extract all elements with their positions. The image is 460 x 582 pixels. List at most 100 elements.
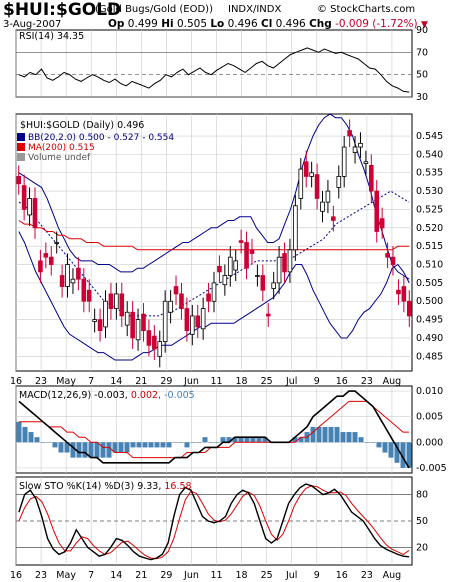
rsi-tick-label: 50 [416,70,428,81]
macd-histogram-bar [28,432,34,443]
bb-legend: BB(20,2.0) 0.500 - 0.527 - 0.554 [28,133,174,143]
candle-body [81,278,87,302]
candle-body [293,205,298,251]
macd-histogram-bar [88,442,94,458]
macd-histogram-bar [136,442,142,448]
date-tick-label: Aug [383,376,402,387]
candle-body [227,256,233,276]
candle-body [255,275,260,277]
sto-tick-label: 20 [416,542,428,553]
macd-histogram-bar [262,437,268,443]
macd-histogram-bar [214,442,220,443]
chg-label: Chg [309,18,332,30]
date-tick-label: 14 [110,570,122,581]
macd-histogram-bar [94,442,100,458]
candle-body [97,319,103,332]
macd-histogram-bar [370,442,376,443]
macd-histogram-bar [178,442,184,443]
price-tick-label: 0.530 [416,186,443,197]
candle-body [401,286,407,302]
macd-histogram-bar [226,437,232,443]
chart-exchange: INDX/INDX [228,4,282,15]
candle-body [21,185,27,210]
macd-histogram-bar [100,442,106,458]
macd-histogram-bar [256,437,262,443]
macd-histogram-bar [208,442,214,443]
price-tick-label: 0.510 [416,260,443,271]
close-label: Cl [261,18,273,30]
macd-histogram-bar [346,432,352,443]
date-tick-label: 23 [35,376,47,387]
candle-body [103,300,108,328]
date-tick-label: 23 [361,376,373,387]
macd-tick-label: 0.010 [416,386,443,397]
sto-k-line [18,483,410,561]
candle-body [70,278,76,284]
date-tick-label: 16 [336,570,348,581]
low-label: Lo [210,18,225,30]
candle-body [43,253,49,258]
macd-histogram-bar [166,442,172,448]
candle-body [38,260,43,273]
price-tick-label: 0.515 [416,241,443,252]
macd-histogram-bar [52,442,58,448]
candle-body [141,313,146,332]
candle-body [59,275,65,287]
price-tick-label: 0.490 [416,333,443,344]
macd-histogram-bar [250,437,256,443]
date-tick-label: 23 [361,570,373,581]
macd-histogram-bar [124,442,130,453]
macd-tick-label: -0.005 [416,463,447,474]
price-tick-label: 0.485 [416,351,443,362]
macd-histogram-bar [34,437,40,443]
candle-body [249,249,255,254]
date-tick-label: 25 [261,376,273,387]
macd-histogram-bar [238,437,244,443]
candle-body [363,161,369,164]
macd-histogram-bar [322,426,328,443]
volume-legend: Volume undef [28,153,91,163]
candle-body [347,130,352,137]
candle-body [206,293,211,302]
date-tick-label: Jul [285,570,297,581]
date-tick-label: Jun [183,376,199,387]
candle-body [238,240,244,243]
macd-histogram-bar [76,442,82,458]
date-tick-label: 9 [314,376,320,387]
candle-body [260,275,266,291]
high-value: 0.505 [176,18,207,30]
candle-body [276,256,282,284]
date-tick-label: 16 [10,570,22,581]
candle-body [54,242,59,244]
macd-line [18,390,410,469]
low-value: 0.496 [227,18,258,30]
candle-body [157,341,163,357]
macd-histogram-bar [58,442,64,453]
candle-body [396,289,401,295]
date-tick-label: 23 [35,570,47,581]
price-tick-label: 0.540 [416,149,443,160]
macd-histogram-bar [394,442,400,463]
candle-body [325,190,331,203]
bb-lower-line [18,231,410,361]
candle-body [168,300,173,313]
date-tick-label: May [56,570,76,581]
macd-histogram-bar [82,442,88,458]
date-tick-label: 11 [210,570,222,581]
candle-body [385,253,390,258]
candle-body [374,190,380,232]
candle-body [369,164,374,192]
macd-histogram-bar [16,421,22,443]
candle-body [173,286,179,295]
macd-histogram-bar [118,442,124,453]
date-tick-label: May [56,376,76,387]
macd-histogram-bar [406,442,412,468]
macd-histogram-bar [46,442,52,443]
macd-histogram-bar [310,426,316,443]
chart-description: (Gold Bugs/Gold (EOD)) [95,4,213,15]
candle-body [124,311,130,326]
candle-body [217,265,222,273]
macd-histogram-bar [70,442,76,458]
candle-body [65,264,70,287]
ma200-legend: MA(200) 0.515 [28,143,95,153]
